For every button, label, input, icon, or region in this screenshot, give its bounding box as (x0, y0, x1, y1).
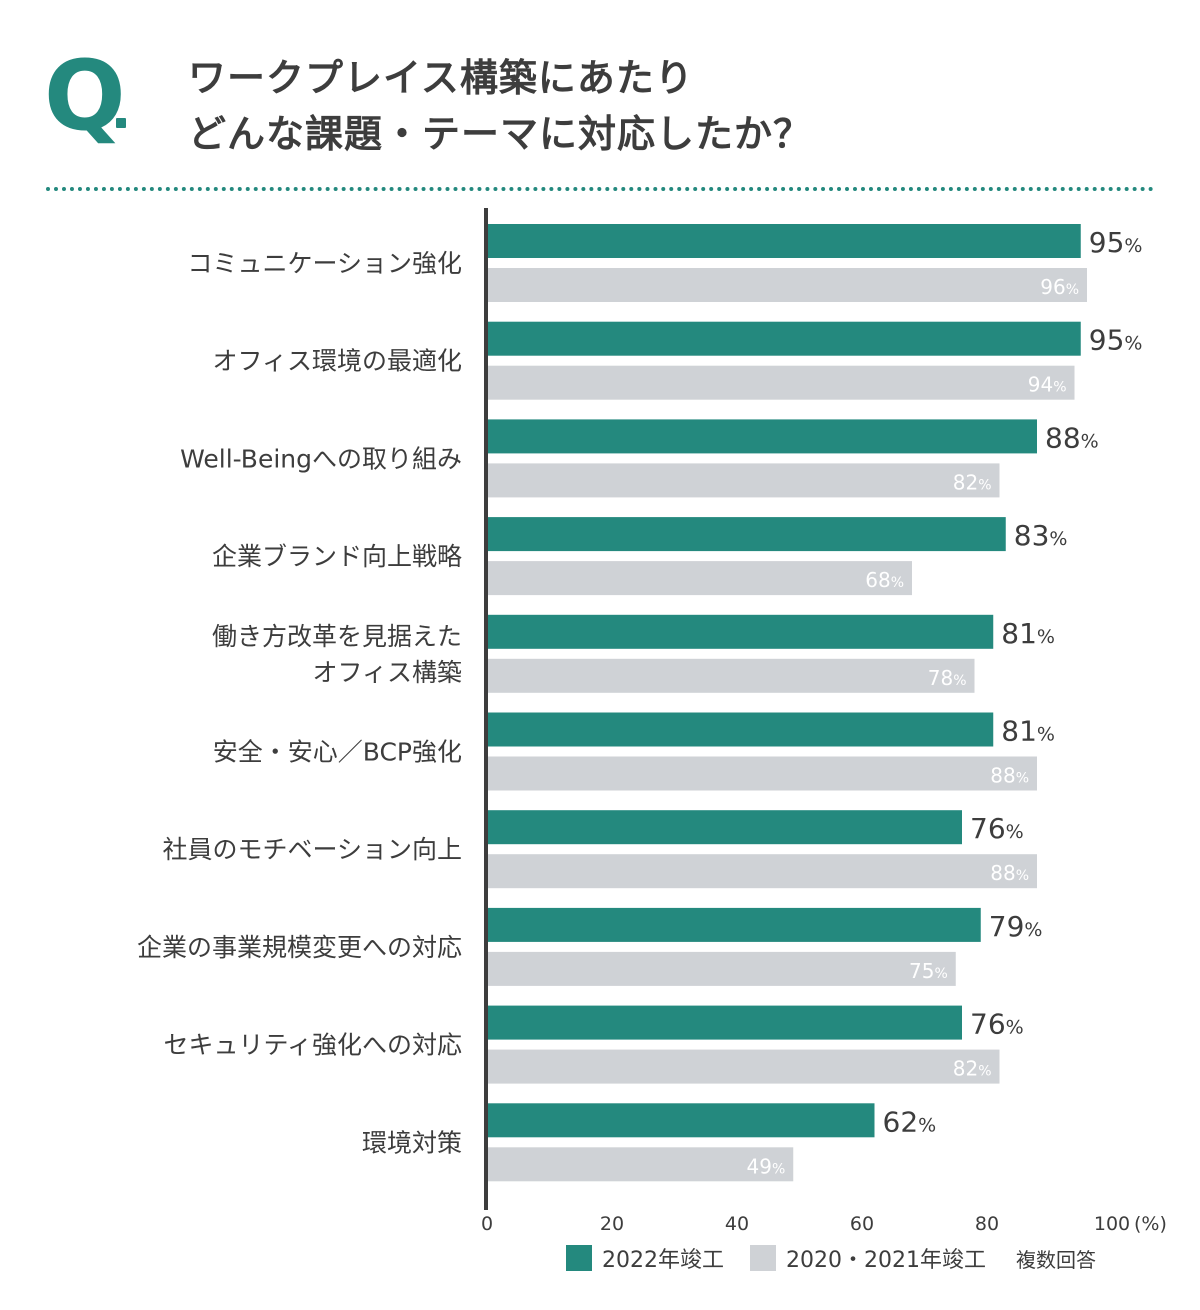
legend-swatch-2022 (566, 1245, 592, 1271)
bar-2020-2021-5 (487, 756, 1037, 791)
x-tick-label-100: 100 (1094, 1213, 1130, 1235)
bar-2022-2 (487, 419, 1037, 454)
category-label-9: 環境対策 (362, 1128, 462, 1157)
title-line-1: ワークプレイス構築にあたり (188, 56, 694, 100)
page-title: ワークプレイス構築にあたり どんな課題・テーマに対応したか？ (188, 50, 812, 162)
bar-2020-2021-9 (487, 1147, 794, 1182)
value-label-2022-4: 81% (1001, 617, 1055, 650)
bar-2020-2021-4 (487, 658, 975, 693)
legend-label-2022: 2022年竣工 (602, 1248, 724, 1273)
legend-note: 複数回答 (1015, 1247, 1096, 1272)
bar-2020-2021-7 (487, 951, 956, 986)
bar-2022-1 (487, 321, 1081, 356)
bar-2022-8 (487, 1005, 962, 1040)
bar-2022-7 (487, 907, 981, 942)
x-tick-label-20: 20 (600, 1213, 624, 1235)
bar-2022-5 (487, 712, 994, 747)
title-line-2: どんな課題・テーマに対応したか？ (188, 112, 813, 156)
value-label-2022-3: 83% (1014, 519, 1068, 552)
value-label-2020-2021-2: 82% (953, 470, 992, 494)
value-label-2020-2021-4: 78% (928, 666, 967, 690)
value-label-2022-2: 88% (1045, 421, 1099, 454)
category-label-4-1: オフィス構築 (312, 658, 462, 687)
bar-2020-2021-2 (487, 463, 1000, 498)
dotted-divider (46, 187, 1154, 191)
legend-item-2022: 2022年竣工 (566, 1242, 724, 1274)
bar-2020-2021-3 (487, 561, 912, 596)
bar-2022-0 (487, 224, 1081, 258)
x-axis-unit: (%) (1134, 1213, 1167, 1235)
category-label-6: 社員のモチベーション向上 (162, 835, 462, 864)
bar-2022-4 (487, 614, 994, 649)
q-mark: Q (44, 40, 126, 152)
bar-2020-2021-8 (487, 1049, 1000, 1084)
bar-2020-2021-6 (487, 854, 1037, 889)
x-tick-label-80: 80 (975, 1213, 999, 1235)
q-dot (116, 118, 126, 128)
legend: 2022年竣工 2020・2021年竣工 複数回答 (566, 1240, 1096, 1276)
bar-2020-2021-1 (487, 365, 1075, 400)
category-label-2: Well-Beingへの取り組み (180, 444, 462, 473)
value-label-2022-5: 81% (1001, 715, 1055, 748)
legend-swatch-2020-2021 (750, 1245, 776, 1271)
value-label-2022-0: 95% (1089, 226, 1143, 259)
x-tick-label-60: 60 (850, 1213, 874, 1235)
value-label-2022-8: 76% (970, 1008, 1024, 1041)
x-tick-label-0: 0 (481, 1213, 493, 1235)
bar-2022-9 (487, 1103, 875, 1138)
value-label-2022-9: 62% (883, 1105, 937, 1138)
legend-item-2020-2021: 2020・2021年竣工 (750, 1242, 986, 1274)
category-label-1: オフィス環境の最適化 (212, 347, 462, 376)
category-label-8: セキュリティ強化への対応 (163, 1031, 462, 1060)
bar-chart: 95%96%コミュニケーション強化95%94%オフィス環境の最適化88%82%W… (137, 208, 1167, 1235)
category-label-5: 安全・安心／BCP強化 (213, 738, 462, 767)
x-tick-label-40: 40 (725, 1213, 749, 1235)
bar-2020-2021-0 (487, 268, 1087, 302)
value-label-2022-1: 95% (1089, 324, 1143, 357)
category-label-3: 企業ブランド向上戦略 (212, 542, 462, 571)
bar-2022-6 (487, 810, 962, 845)
value-label-2022-7: 79% (989, 910, 1043, 943)
category-label-4-0: 働き方改革を見据えた (212, 622, 462, 651)
bar-2022-3 (487, 517, 1006, 552)
value-label-2020-2021-9: 49% (746, 1154, 785, 1178)
value-label-2022-6: 76% (970, 812, 1024, 845)
category-label-0: コミュニケーション強化 (187, 249, 462, 278)
category-label-7: 企業の事業規模変更への対応 (137, 933, 462, 962)
legend-label-2020-2021: 2020・2021年竣工 (786, 1248, 986, 1273)
